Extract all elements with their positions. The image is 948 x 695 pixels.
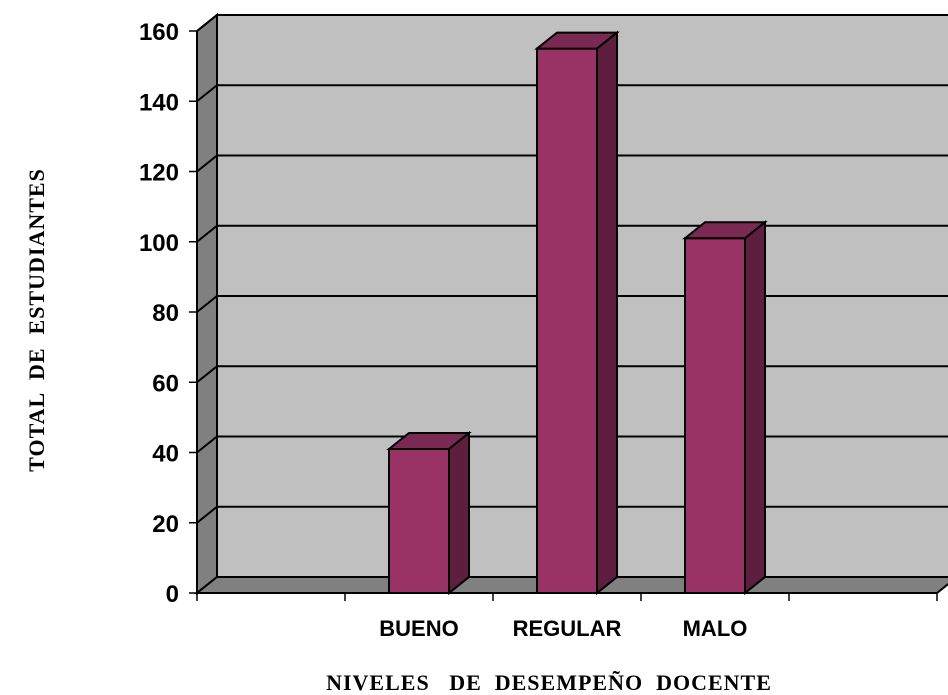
y-tick-label: 80 xyxy=(152,300,179,327)
y-tick-label: 120 xyxy=(139,160,179,187)
gridline xyxy=(196,154,948,173)
y-axis-title: TOTAL DE ESTUDIANTES xyxy=(24,168,49,472)
y-tick-label: 0 xyxy=(166,581,179,608)
y-axis-ticks: 0 20 40 60 80 100 120 140 160 xyxy=(139,19,198,608)
y-tick-label: 20 xyxy=(152,511,179,538)
y-tick-label: 60 xyxy=(152,370,179,397)
x-axis-title: NIVELES DE DESEMPEÑO DOCENTE xyxy=(326,670,772,695)
bar-front xyxy=(536,47,598,594)
bar-side xyxy=(596,30,618,596)
x-category-label: REGULAR xyxy=(513,616,622,641)
bar-side xyxy=(448,430,470,596)
bar xyxy=(682,220,768,596)
y-tick-label: 40 xyxy=(152,441,179,468)
x-axis-ticks: BUENO REGULAR MALO xyxy=(196,592,938,641)
bar-front xyxy=(684,237,746,595)
bar xyxy=(534,30,620,596)
bar xyxy=(386,430,472,596)
x-category-label: BUENO xyxy=(379,616,458,641)
bar-front xyxy=(388,447,450,594)
y-tick-label: 100 xyxy=(139,230,179,257)
gridline xyxy=(196,14,948,32)
x-category-label: MALO xyxy=(683,616,748,641)
bars xyxy=(386,30,768,596)
y-tick-label: 140 xyxy=(139,89,179,116)
gridline xyxy=(196,84,948,103)
bar-side xyxy=(744,220,766,596)
y-tick-label: 160 xyxy=(139,19,179,46)
